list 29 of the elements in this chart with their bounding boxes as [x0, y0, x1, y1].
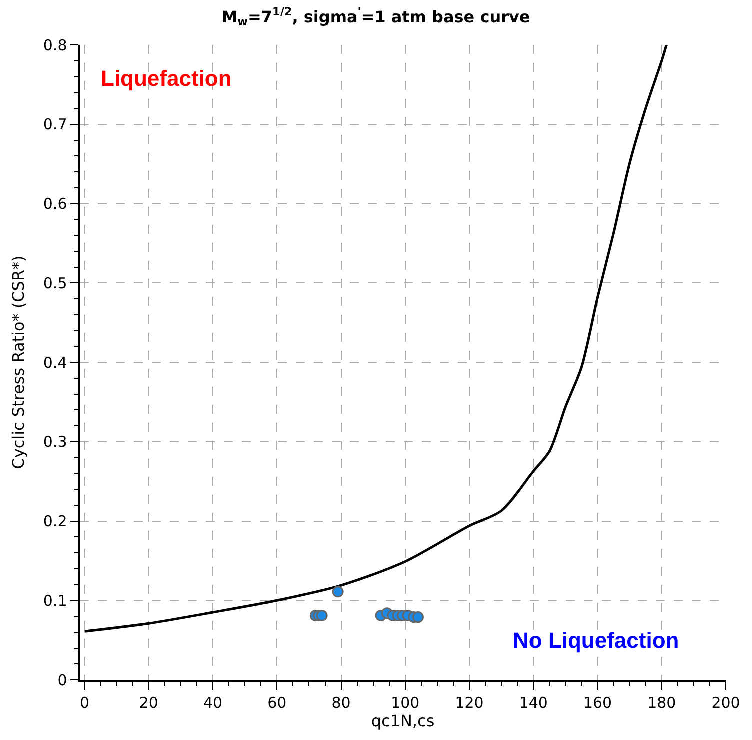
x-tick-label: 140: [519, 694, 548, 712]
x-tick-label: 0: [80, 694, 90, 712]
y-tick-label: 0.2: [43, 512, 68, 530]
chart-title: M$_{w}$=7$^{1/2}$, sigma$^{'}$=1 atm base curve: [222, 6, 530, 29]
y-axis-title: Cyclic Stress Ratio* (CSR*): [8, 256, 28, 470]
x-tick-label: 80: [332, 694, 351, 712]
point: [332, 586, 344, 598]
y-tick-label: 0.4: [43, 354, 68, 372]
x-axis-title: qc1N,cs: [371, 712, 435, 731]
x-tick-label: 180: [648, 694, 676, 712]
y-tick-label: 0.7: [43, 116, 68, 134]
point: [412, 612, 424, 624]
x-tick-label: 60: [268, 694, 287, 712]
y-tick-label: 0.8: [43, 36, 68, 54]
x-tick-label: 200: [712, 694, 740, 712]
annotation: Liquefaction: [101, 66, 232, 91]
x-tick-label: 100: [391, 694, 420, 712]
y-tick-label: 0.5: [43, 274, 68, 292]
y-tick-label: 0.1: [43, 592, 68, 610]
x-tick-label: 160: [583, 694, 612, 712]
x-tick-label: 20: [139, 694, 158, 712]
y-tick-label: 0.3: [43, 433, 68, 452]
y-tick-label: 0.6: [43, 195, 68, 213]
annotation: No Liquefaction: [513, 628, 680, 653]
point: [316, 610, 328, 622]
x-tick-label: 40: [204, 694, 223, 712]
x-tick-label: 120: [455, 694, 484, 712]
line-series: [84, 45, 668, 633]
y-tick-label: 0: [58, 671, 68, 690]
